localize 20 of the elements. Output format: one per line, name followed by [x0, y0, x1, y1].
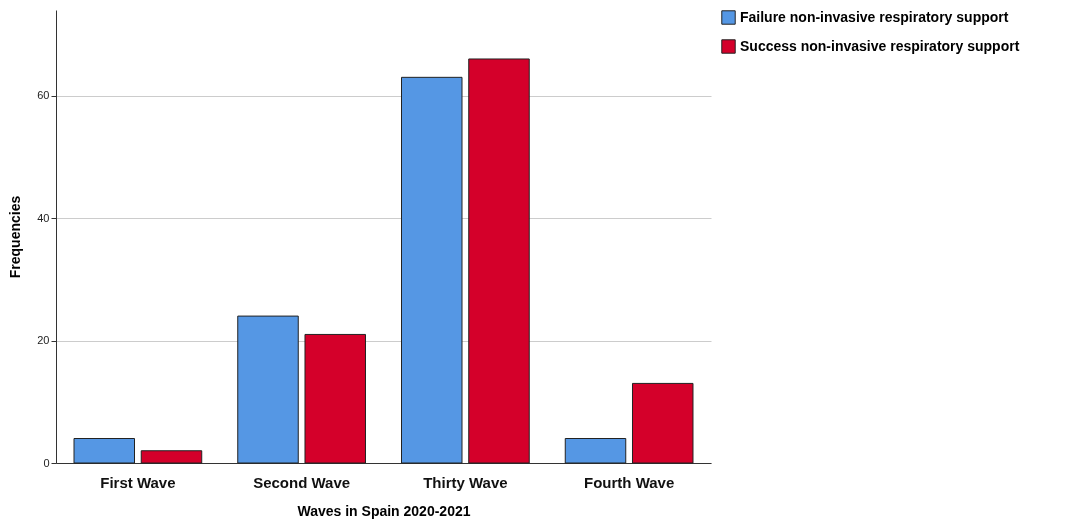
y-tick-label: 0: [43, 456, 50, 469]
y-tick-label: 40: [37, 211, 50, 224]
bar: [73, 438, 136, 464]
y-tick-label: 20: [37, 334, 50, 347]
bar: [401, 76, 463, 464]
x-tick-label: Second Wave: [253, 473, 351, 491]
bar: [631, 382, 694, 464]
bar: [468, 58, 530, 464]
legend-label: Failure non-invasive respiratory support: [740, 8, 1009, 25]
y-axis-title: Frequencies: [7, 195, 24, 279]
bar: [237, 315, 299, 464]
bar: [564, 438, 627, 464]
legend-label: Success non-invasive respiratory support: [740, 37, 1020, 54]
x-axis-title: Waves in Spain 2020-2021: [297, 502, 471, 519]
x-tick-label: Fourth Wave: [583, 473, 675, 491]
bar: [140, 450, 203, 464]
x-tick-label: Thirty Wave: [423, 473, 508, 491]
y-tick-label: 60: [37, 89, 50, 102]
bar: [304, 333, 366, 464]
x-tick-label: First Wave: [100, 473, 176, 491]
